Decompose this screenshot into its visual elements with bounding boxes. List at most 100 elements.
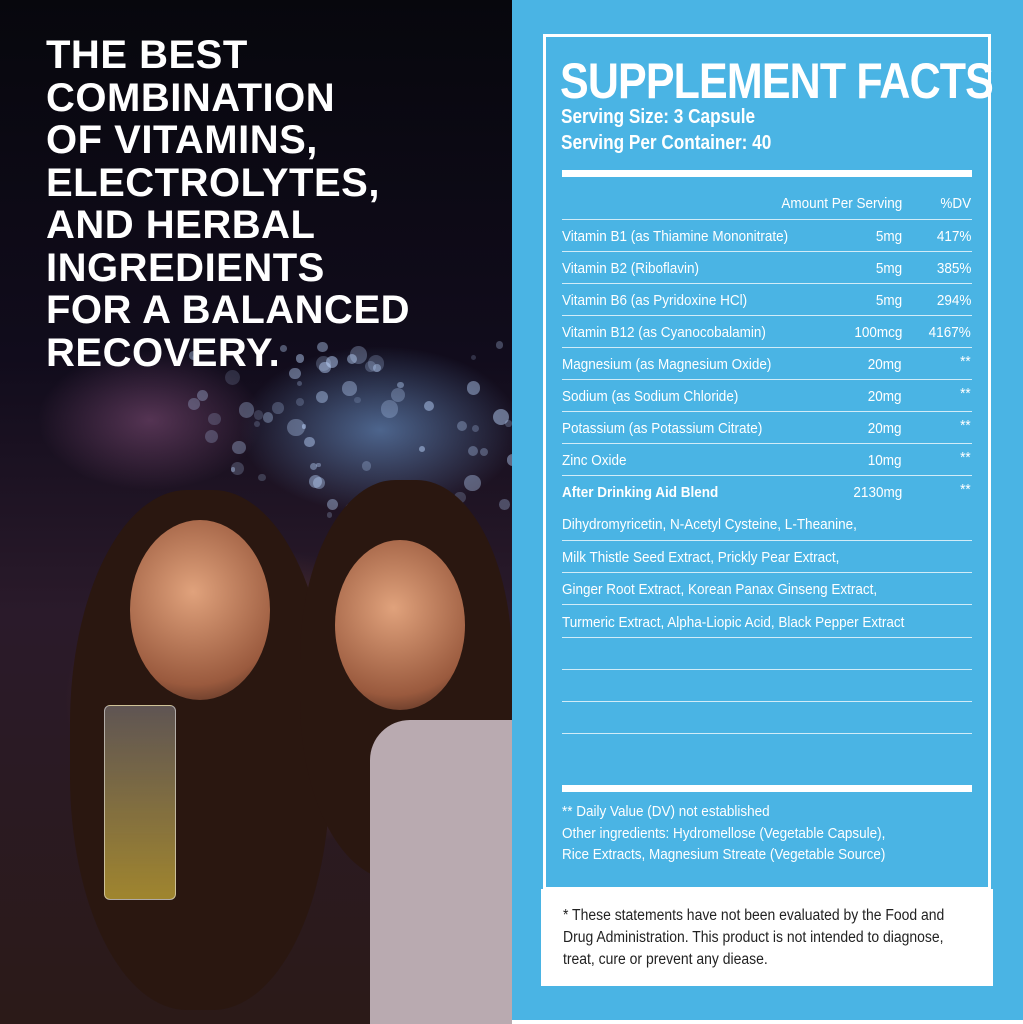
dv-footnote: ** Daily Value (DV) not established bbox=[562, 803, 770, 820]
bokeh-dot bbox=[197, 390, 209, 402]
bokeh-dot bbox=[301, 424, 307, 429]
bokeh-dot bbox=[192, 354, 199, 362]
nutrient-amount: 5mg bbox=[875, 260, 902, 277]
bokeh-dot bbox=[467, 445, 479, 457]
divider bbox=[562, 540, 972, 541]
headline-line: THE BEST bbox=[46, 33, 248, 77]
nutrient-amount: 20mg bbox=[868, 420, 902, 437]
divider bbox=[562, 283, 972, 284]
divider bbox=[562, 604, 972, 605]
divider bbox=[562, 572, 972, 573]
divider bbox=[562, 637, 972, 638]
nutrient-name: Sodium (as Sodium Chloride) bbox=[562, 388, 739, 405]
bokeh-dot bbox=[309, 463, 317, 471]
nutrient-name: Vitamin B1 (as Thiamine Mononitrate) bbox=[562, 228, 789, 245]
bokeh-dot bbox=[309, 475, 323, 489]
facts-frame bbox=[543, 34, 991, 890]
bokeh-dot bbox=[423, 400, 435, 412]
bokeh-dot bbox=[315, 355, 332, 371]
bokeh-dot bbox=[296, 397, 305, 406]
bokeh-dot bbox=[456, 421, 467, 432]
bokeh-dot bbox=[258, 473, 266, 482]
fda-disclaimer-box: * These statements have not been evaluat… bbox=[541, 889, 993, 986]
glass bbox=[104, 705, 176, 900]
blend-ingredients: Milk Thistle Seed Extract, Prickly Pear … bbox=[562, 548, 840, 566]
other-ingredients: Other ingredients: Hydromellose (Vegetab… bbox=[562, 825, 886, 842]
bokeh-dot bbox=[326, 512, 333, 518]
bokeh-dot bbox=[208, 412, 222, 426]
divider-thick bbox=[562, 170, 972, 177]
nutrient-dv: ** bbox=[960, 385, 971, 402]
party-photo: THE BEST COMBINATION OF VITAMINS, ELECTROLY… bbox=[0, 0, 512, 1024]
bokeh-dot bbox=[381, 400, 399, 418]
blend-ingredients: Ginger Root Extract, Korean Panax Ginsen… bbox=[562, 581, 878, 598]
bokeh-dot bbox=[349, 346, 368, 364]
blend-ingredients: Turmeric Extract, Alpha-Liopic Acid, Bla… bbox=[562, 613, 905, 631]
nutrient-name: Zinc Oxide bbox=[562, 452, 627, 469]
bokeh-dot bbox=[470, 354, 476, 360]
nutrient-amount: 20mg bbox=[868, 356, 902, 373]
divider bbox=[562, 251, 972, 252]
divider-thick bbox=[562, 785, 972, 792]
headline-line: ELECTROLYTES, bbox=[46, 160, 380, 205]
bokeh-dot bbox=[367, 355, 385, 372]
nutrient-amount: 10mg bbox=[868, 452, 902, 469]
nutrient-dv: 294% bbox=[936, 292, 971, 309]
bokeh-dot bbox=[316, 341, 328, 353]
bokeh-dot bbox=[287, 418, 305, 437]
nutrient-dv: 417% bbox=[936, 228, 971, 245]
divider bbox=[562, 733, 972, 734]
bokeh-dot bbox=[347, 354, 358, 365]
divider bbox=[562, 411, 972, 412]
bokeh-dot bbox=[390, 388, 405, 403]
divider bbox=[562, 443, 972, 444]
bokeh-dot bbox=[230, 467, 236, 472]
bokeh-dot bbox=[315, 391, 328, 404]
bokeh-dot bbox=[466, 381, 481, 395]
servings-per-container: Serving Per Container: 40 bbox=[561, 132, 772, 154]
bokeh-dot bbox=[326, 498, 338, 510]
nutrient-amount: 20mg bbox=[868, 388, 902, 405]
nutrient-dv: 4167% bbox=[928, 324, 971, 341]
serving-size: Serving Size: 3 Capsule bbox=[561, 106, 756, 128]
bokeh-dot bbox=[304, 437, 315, 448]
nutrient-name: Vitamin B12 (as Cyanocobalamin) bbox=[562, 324, 766, 341]
bokeh-dot bbox=[238, 401, 255, 418]
fda-disclaimer: * These statements have not been evaluat… bbox=[563, 907, 945, 968]
headline-line: COMBINATION bbox=[46, 75, 336, 120]
bokeh-dot bbox=[506, 454, 512, 466]
headline-line: AND HERBAL bbox=[46, 203, 316, 247]
bokeh-dot bbox=[272, 402, 284, 414]
bokeh-dot bbox=[492, 408, 510, 426]
bokeh-dot bbox=[262, 412, 274, 424]
headline: THE BEST COMBINATION OF VITAMINS, ELECTROLY… bbox=[46, 34, 410, 374]
headline-line: INGREDIENTS bbox=[46, 245, 325, 290]
woman-right-face bbox=[335, 540, 465, 710]
bokeh-dot bbox=[312, 476, 325, 490]
bokeh-dot bbox=[325, 356, 338, 369]
nutrient-name: Magnesium (as Magnesium Oxide) bbox=[562, 356, 772, 373]
divider bbox=[562, 315, 972, 316]
bokeh-dot bbox=[253, 421, 260, 427]
divider bbox=[562, 379, 972, 380]
divider bbox=[562, 701, 972, 702]
divider bbox=[562, 669, 972, 670]
bokeh-dot bbox=[289, 367, 301, 380]
nutrient-dv: ** bbox=[960, 481, 971, 498]
bokeh-dot bbox=[479, 447, 488, 457]
bokeh-dot bbox=[361, 460, 372, 471]
nutrient-name: After Drinking Aid Blend bbox=[562, 484, 719, 501]
nutrient-amount: 100mcg bbox=[853, 324, 902, 341]
nutrient-name: Potassium (as Potassium Citrate) bbox=[562, 420, 763, 437]
woman-left-face bbox=[130, 520, 270, 700]
bokeh-dot bbox=[232, 440, 246, 455]
supplement-facts-panel: SUPPLEMENT FACTS Serving Size: 3 Capsule… bbox=[512, 0, 1023, 1020]
other-ingredients-cont: Rice Extracts, Magnesium Streate (Vegeta… bbox=[562, 846, 886, 863]
bokeh-dot bbox=[342, 381, 357, 396]
divider bbox=[562, 347, 972, 348]
blend-ingredients: Dihydromyricetin, N-Acetyl Cysteine, L-T… bbox=[562, 516, 857, 533]
nutrient-dv: 385% bbox=[936, 260, 971, 277]
bokeh-dot bbox=[365, 360, 376, 372]
bokeh-dot bbox=[373, 363, 382, 372]
bokeh-dot bbox=[316, 462, 321, 468]
